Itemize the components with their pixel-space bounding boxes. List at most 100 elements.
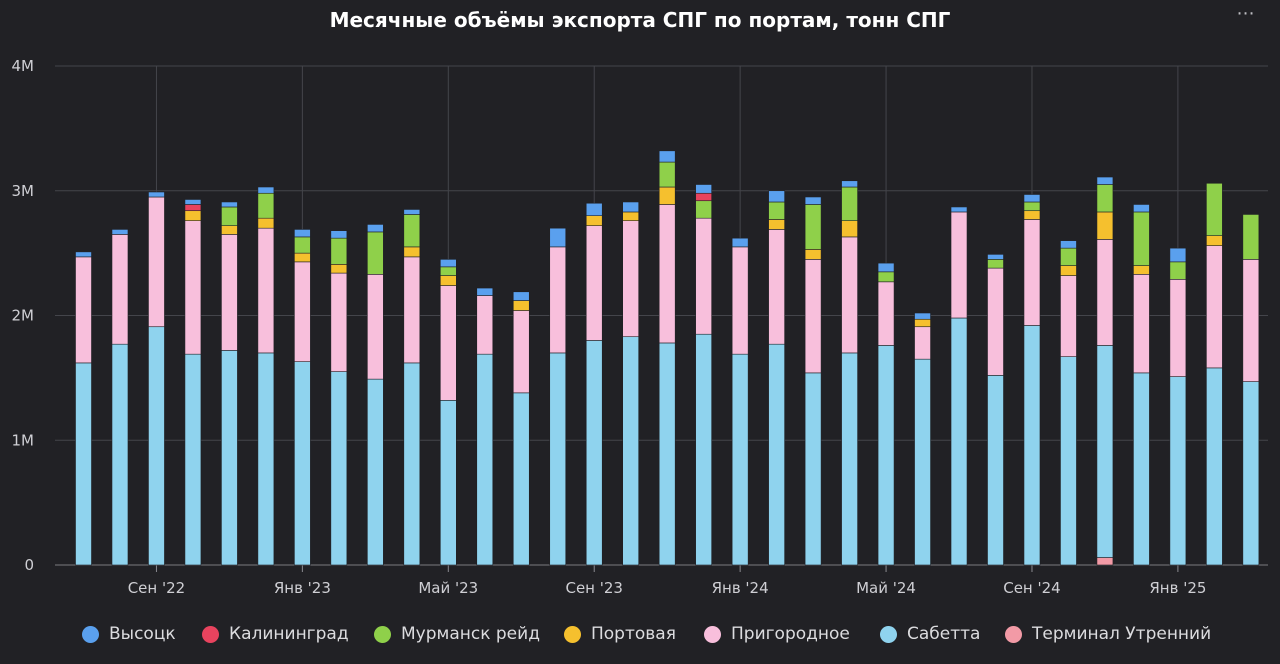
bar-segment xyxy=(841,186,858,221)
bar-segment xyxy=(257,352,275,566)
bar-segment xyxy=(75,362,92,566)
bar-segment xyxy=(1096,176,1114,185)
bar-segment xyxy=(987,259,1004,269)
x-tick-label: Янв '25 xyxy=(1149,579,1206,597)
legend-item[interactable]: Мурманск рейд xyxy=(374,619,540,649)
legend-item[interactable]: Калининград xyxy=(202,619,349,649)
bar-segment xyxy=(367,231,384,275)
legend-label: Сабетта xyxy=(907,624,981,644)
bar-segment xyxy=(1096,184,1114,213)
bar-segment xyxy=(877,262,895,273)
bar-segment xyxy=(804,259,822,374)
bar-segment xyxy=(768,343,785,566)
bar-segment xyxy=(184,199,202,205)
bar-segment xyxy=(257,217,275,229)
bar-segment xyxy=(221,234,238,351)
bar-segment xyxy=(111,229,129,235)
bar-segment xyxy=(1242,259,1260,382)
legend-dot-icon xyxy=(880,625,897,643)
bar-segment xyxy=(330,272,348,372)
bar-segment xyxy=(914,326,931,360)
bar-segment xyxy=(148,196,165,328)
legend-dot-icon xyxy=(564,625,581,643)
bar-segment xyxy=(403,209,421,215)
bar-segment xyxy=(1133,211,1150,266)
bar-segment xyxy=(1133,265,1150,275)
bar-segment xyxy=(877,281,895,346)
legend-item[interactable]: Пригородное xyxy=(704,619,850,649)
bar-segment xyxy=(439,400,457,566)
bar-segment xyxy=(804,249,822,260)
legend-dot-icon xyxy=(202,625,219,643)
bar-segment xyxy=(512,392,530,566)
bar-segment xyxy=(439,285,457,401)
bar-segment xyxy=(512,310,530,394)
bar-segment xyxy=(257,186,275,194)
bar-segment xyxy=(841,236,858,354)
bar-segment xyxy=(1169,247,1187,263)
legend-dot-icon xyxy=(374,625,391,643)
bar-segment xyxy=(221,201,238,208)
legend-label: Портовая xyxy=(591,624,676,644)
bar-segment xyxy=(658,204,676,344)
bar-segment xyxy=(403,362,421,566)
bar-segment xyxy=(184,210,202,221)
bar-segment xyxy=(622,336,640,566)
bar-segment xyxy=(804,196,822,205)
bar-segment xyxy=(549,352,567,566)
bar-segment xyxy=(622,211,640,221)
legend-item[interactable]: Высоцк xyxy=(82,619,176,649)
legend-item[interactable]: Портовая xyxy=(564,619,676,649)
bar-segment xyxy=(257,227,275,354)
bar-segment xyxy=(1023,201,1041,212)
bar-segment xyxy=(877,271,895,283)
x-tick-label: Янв '23 xyxy=(274,579,331,597)
bar-segment xyxy=(512,300,530,311)
bar-segment xyxy=(111,343,129,566)
bar-segment xyxy=(1206,182,1223,236)
bar-segment xyxy=(768,201,785,220)
bar-segment xyxy=(731,246,749,355)
bar-segment xyxy=(1133,204,1150,213)
bar-segment xyxy=(184,353,202,566)
bar-segment xyxy=(476,295,494,355)
bar-segment xyxy=(950,211,968,319)
bar-segment xyxy=(75,251,92,258)
bar-segment xyxy=(439,259,457,268)
bar-segment xyxy=(1023,194,1041,203)
bar-segment xyxy=(1096,239,1114,346)
legend-item[interactable]: Сабетта xyxy=(880,619,980,649)
bar-segment xyxy=(1206,235,1223,246)
bar-segment xyxy=(987,267,1004,376)
bar-segment xyxy=(1060,247,1077,266)
x-tick-label: Сен '23 xyxy=(565,579,623,597)
legend-dot-icon xyxy=(704,625,721,643)
bar-segment xyxy=(439,266,457,276)
bar-segment xyxy=(330,237,348,265)
bar-segment xyxy=(987,254,1004,260)
bar-segment xyxy=(1023,219,1041,326)
bar-segment xyxy=(585,225,603,341)
bar-segment xyxy=(768,229,785,345)
bar-segment xyxy=(1060,275,1077,357)
bar-segment xyxy=(294,252,311,263)
bar-segment xyxy=(476,353,494,566)
bar-segment xyxy=(841,352,858,566)
bar-segment xyxy=(731,237,749,248)
chart-title: Месячные объёмы экспорта СПГ по портам, … xyxy=(329,8,951,32)
bar-segment xyxy=(585,340,603,566)
chart-menu-icon[interactable]: ⋯ xyxy=(1236,3,1256,24)
bar-segment xyxy=(768,219,785,230)
legend-label: Высоцк xyxy=(109,624,176,644)
bar-segment xyxy=(658,186,676,205)
bar-segment xyxy=(1060,356,1077,566)
bar-segment xyxy=(1242,381,1260,566)
bar-segment xyxy=(585,215,603,226)
legend-dot-icon xyxy=(82,625,99,643)
bar-segment xyxy=(330,371,348,566)
legend-item[interactable]: Терминал Утренний xyxy=(1005,619,1211,649)
bar-segment xyxy=(257,192,275,219)
x-tick-label: Май '24 xyxy=(856,579,916,597)
bar-segment xyxy=(439,275,457,286)
